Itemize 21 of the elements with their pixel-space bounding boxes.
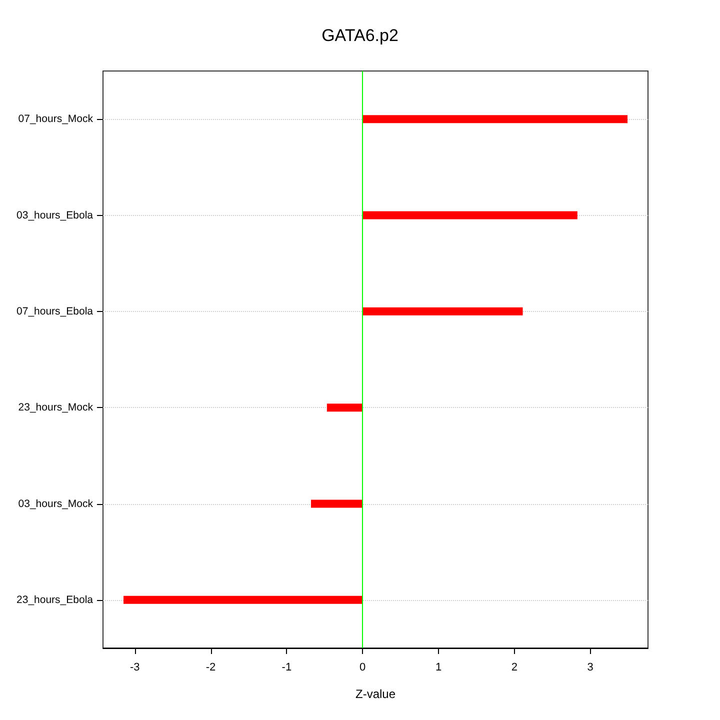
y-tick-label: 23_hours_Mock [18, 402, 94, 414]
x-tick-label: 1 [435, 662, 442, 674]
x-tick-label: 3 [587, 662, 594, 674]
x-axis-title: Z-value [355, 687, 396, 701]
y-tick-label: 23_hours_Ebola [16, 594, 94, 606]
y-tick-label: 07_hours_Mock [18, 113, 94, 126]
bar [310, 500, 363, 508]
bar [362, 307, 523, 316]
x-tick-label: -1 [282, 662, 292, 674]
bar [362, 211, 578, 220]
bar [123, 596, 363, 604]
y-tick-label: 03_hours_Mock [18, 498, 94, 510]
x-tick-label: 2 [511, 662, 518, 674]
x-tick-label: -2 [206, 662, 216, 674]
x-tick-label: -3 [130, 662, 140, 674]
chart-title: GATA6.p2 [322, 26, 398, 45]
y-tick-label: 07_hours_Ebola [16, 305, 94, 318]
bar [362, 115, 628, 124]
bar [326, 404, 363, 412]
y-tick-label: 03_hours_Ebola [16, 209, 94, 222]
x-tick-label: 0 [360, 662, 366, 674]
